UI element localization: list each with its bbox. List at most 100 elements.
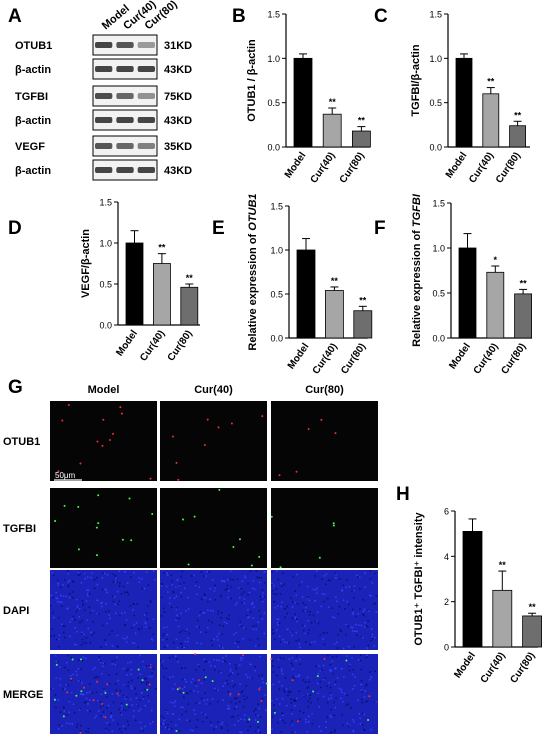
if-image	[160, 654, 267, 734]
if-texture	[218, 624, 221, 627]
if-texture	[81, 633, 83, 635]
if-texture	[126, 636, 128, 638]
if-texture	[196, 719, 199, 721]
if-texture	[310, 622, 313, 624]
if-texture	[227, 596, 230, 599]
if-texture	[178, 718, 181, 721]
if-texture	[356, 574, 358, 577]
if-texture	[87, 731, 89, 733]
if-texture	[237, 720, 240, 722]
if-texture	[282, 719, 284, 722]
if-texture	[224, 589, 227, 591]
if-signal-dot	[238, 538, 241, 541]
if-texture	[209, 587, 212, 590]
if-texture	[218, 632, 220, 635]
if-signal-dot	[106, 683, 109, 686]
if-texture	[143, 677, 146, 680]
if-texture	[280, 731, 282, 734]
if-texture	[185, 628, 188, 631]
if-texture	[76, 608, 79, 611]
if-texture	[71, 692, 73, 694]
if-texture	[242, 637, 244, 640]
if-texture	[284, 608, 286, 610]
if-texture	[229, 663, 231, 665]
if-texture	[84, 609, 86, 611]
if-texture	[197, 663, 200, 666]
if-texture	[272, 665, 274, 667]
if-texture	[61, 724, 63, 727]
y-tick-label: 0.0	[429, 143, 442, 153]
if-texture	[135, 697, 138, 699]
if-texture	[210, 665, 212, 667]
if-image	[271, 570, 378, 650]
if-texture	[323, 695, 325, 698]
if-texture	[249, 611, 252, 613]
if-signal-dot	[232, 545, 235, 548]
if-texture	[81, 638, 84, 641]
if-texture	[241, 602, 243, 604]
if-texture	[230, 701, 232, 703]
if-texture	[277, 722, 279, 724]
if-texture	[88, 683, 91, 685]
if-signal-dot	[67, 404, 70, 407]
if-signal-dot	[141, 679, 144, 682]
if-signal-dot	[368, 695, 371, 698]
if-texture	[62, 688, 64, 690]
if-texture	[111, 645, 114, 647]
if-texture	[240, 588, 243, 590]
if-texture	[360, 668, 362, 671]
if-texture	[244, 627, 247, 630]
if-texture	[53, 634, 56, 637]
if-texture	[85, 600, 88, 602]
if-signal-dot	[95, 554, 98, 557]
if-texture	[87, 703, 89, 705]
if-texture	[239, 683, 241, 685]
if-texture	[331, 731, 333, 733]
if-texture	[62, 595, 65, 597]
if-texture	[335, 667, 337, 669]
if-texture	[192, 678, 194, 680]
if-texture	[91, 692, 94, 694]
if-texture	[350, 707, 352, 709]
if-texture	[222, 657, 224, 659]
blot-size-label: 43KD	[164, 64, 192, 76]
if-texture	[226, 617, 228, 620]
if-texture	[372, 603, 375, 606]
if-texture	[314, 575, 316, 577]
if-texture	[214, 584, 216, 587]
if-texture	[130, 576, 132, 579]
if-texture	[306, 693, 309, 696]
if-texture	[307, 700, 309, 703]
if-texture	[181, 629, 184, 632]
if-signal-dot	[62, 715, 65, 718]
if-signal-dot	[95, 526, 98, 529]
if-signal-dot	[204, 676, 207, 679]
if-texture	[198, 614, 201, 617]
if-texture	[175, 617, 178, 619]
if-texture	[79, 621, 81, 624]
if-texture	[122, 708, 125, 711]
if-signal-dot	[80, 690, 83, 693]
if-texture	[173, 597, 176, 599]
if-texture	[112, 581, 115, 583]
if-texture	[114, 659, 116, 662]
if-texture	[375, 595, 378, 597]
panel-letter-b: B	[232, 6, 246, 27]
if-texture	[101, 572, 104, 574]
if-texture	[126, 720, 129, 723]
if-texture	[123, 571, 126, 573]
if-texture	[336, 600, 338, 603]
if-texture	[319, 634, 321, 636]
if-texture	[103, 690, 106, 692]
if-texture	[258, 609, 260, 612]
bar	[180, 286, 199, 326]
if-texture	[121, 705, 123, 707]
if-texture	[363, 625, 366, 628]
if-signal-dot	[367, 718, 370, 721]
if-texture	[76, 630, 78, 633]
if-texture	[360, 624, 363, 627]
if-texture	[127, 681, 130, 684]
if-texture	[126, 670, 128, 672]
if-texture	[337, 613, 340, 615]
if-texture	[77, 571, 80, 574]
